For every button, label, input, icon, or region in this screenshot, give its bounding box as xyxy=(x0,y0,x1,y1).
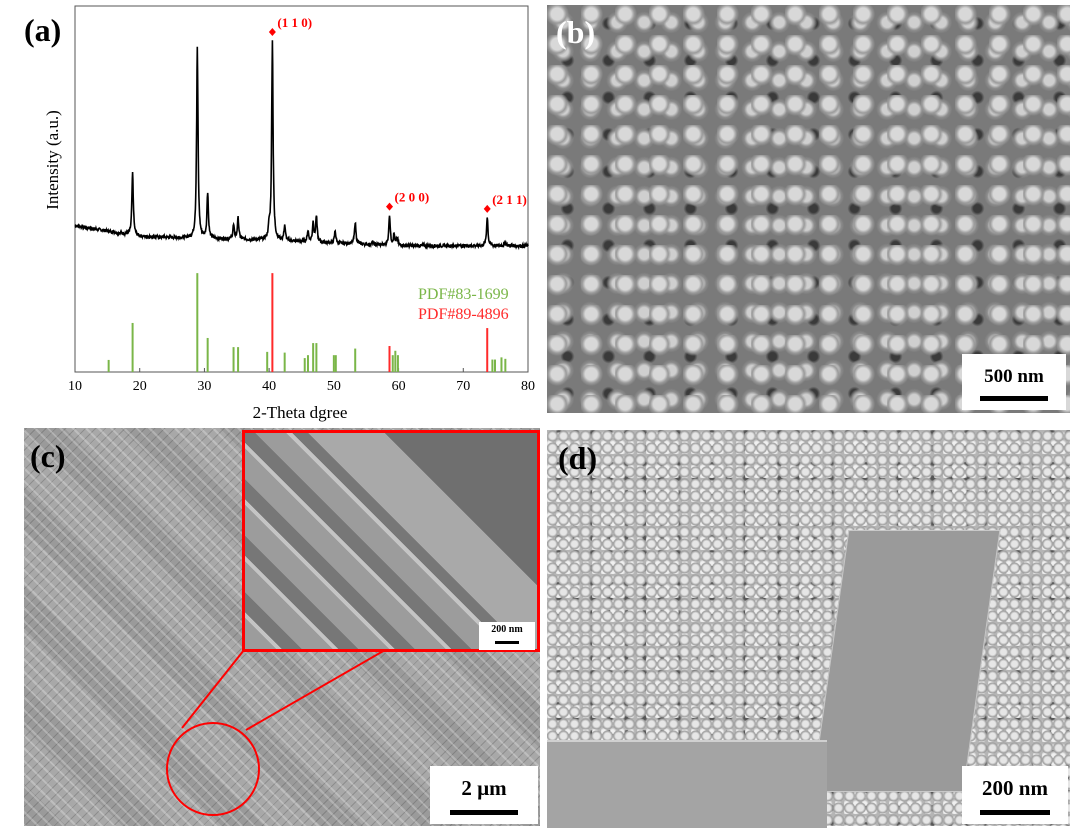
x-tick-label: 70 xyxy=(456,379,470,394)
legend-item-pdf-83-1699: PDF#83-1699 xyxy=(418,286,509,303)
scale-bar-line xyxy=(450,810,518,815)
sem-crystal-base xyxy=(547,740,827,828)
x-tick-label: 20 xyxy=(133,379,147,394)
zoom-connector-lines xyxy=(181,649,386,731)
scale-bar-label: 200 nm xyxy=(982,776,1048,800)
inset-scale-bar: 200 nm xyxy=(479,622,535,650)
sem-inset-c xyxy=(242,430,540,652)
scale-bar-label: 500 nm xyxy=(984,366,1044,387)
sem-image-b xyxy=(547,5,1070,413)
measured-pattern-line xyxy=(74,40,529,251)
peak-annotation: (2 0 0) xyxy=(395,190,430,205)
x-tick-label: 40 xyxy=(262,379,276,394)
plot-frame xyxy=(74,5,529,373)
zoom-region-circle xyxy=(166,722,260,816)
peak-annotation: (2 1 1) xyxy=(492,192,527,207)
scale-bar-line xyxy=(980,396,1048,401)
panel-label-b: (b) xyxy=(556,14,596,50)
panel-label-a: (a) xyxy=(24,12,62,48)
scale-bar-c: 2 µm xyxy=(430,766,538,824)
panel-label-c: (c) xyxy=(30,438,66,474)
peak-marker-diamond xyxy=(268,28,276,37)
x-axis-label: 2-Theta dgree xyxy=(253,403,348,422)
peak-marker-diamond xyxy=(386,202,394,211)
x-tick-label: 10 xyxy=(68,379,82,394)
inset-scale-bar-label: 200 nm xyxy=(491,624,523,635)
peak-annotation: (1 1 0) xyxy=(277,15,312,30)
scale-bar-label: 2 µm xyxy=(461,776,507,800)
xrd-chart: 10 20 30 40 50 60 70 80 (1 1 0) (2 0 0) (2 1 1) 2… xyxy=(43,5,535,422)
scale-bar-b: 500 nm xyxy=(962,354,1066,410)
peak-marker-diamond xyxy=(483,204,491,213)
x-tick-label: 50 xyxy=(327,379,341,394)
legend-item-pdf-89-4896: PDF#89-4896 xyxy=(418,306,509,323)
x-tick-label: 60 xyxy=(392,379,406,394)
panel-label-d: (d) xyxy=(558,440,598,476)
x-tick-label: 30 xyxy=(197,379,211,394)
inset-scale-bar-line xyxy=(495,641,519,644)
y-axis-label: Intensity (a.u.) xyxy=(43,110,62,210)
scale-bar-d: 200 nm xyxy=(962,766,1068,824)
scale-bar-line xyxy=(980,810,1050,815)
x-tick-label: 80 xyxy=(521,379,535,394)
